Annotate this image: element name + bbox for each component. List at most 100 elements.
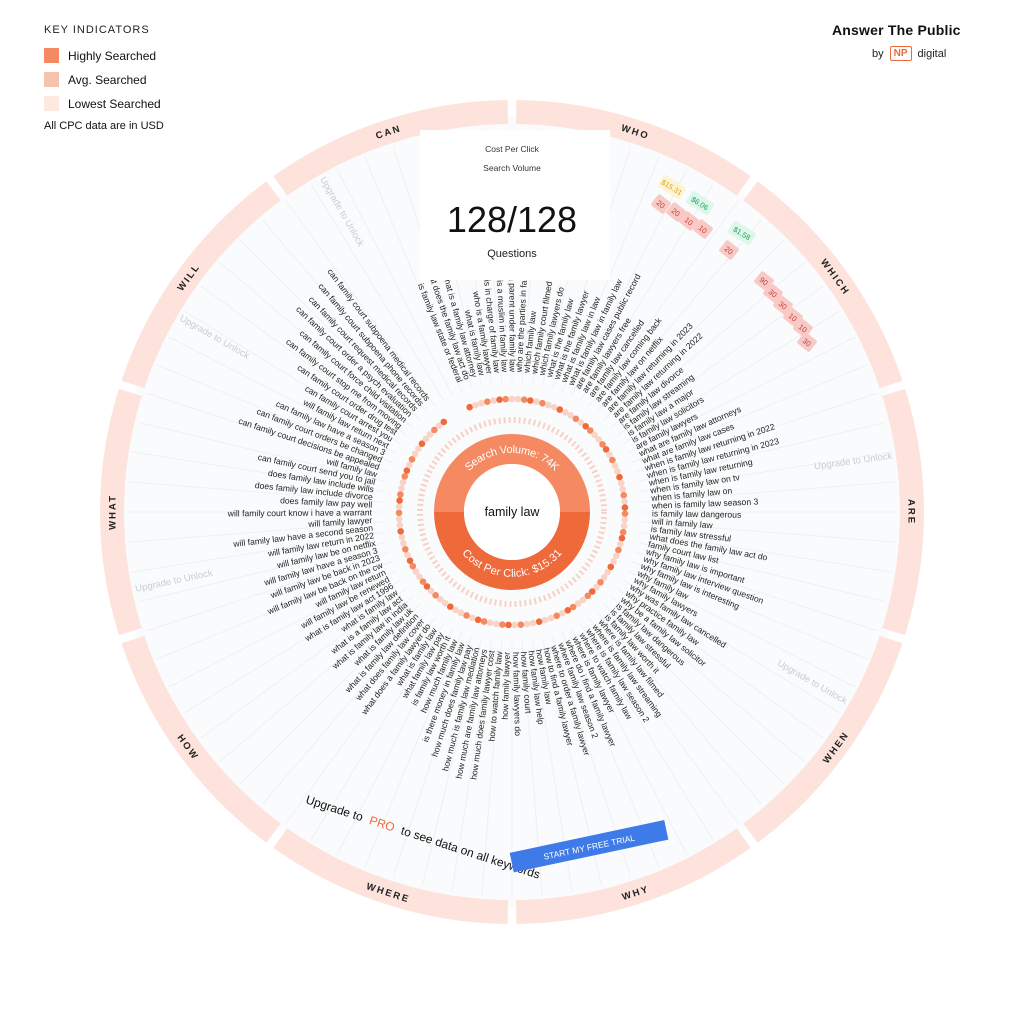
category-label-are[interactable]: ARE [906,499,917,525]
volume-dot [584,592,592,600]
volume-dot [408,456,416,463]
volume-dot [602,446,610,453]
volume-dot [416,573,423,580]
spoke [145,551,389,632]
ring-segment-will[interactable] [121,181,281,389]
volume-badge-bg [763,283,783,303]
volume-dot [492,620,500,628]
volume-dot [457,609,465,617]
ring-segment-who[interactable] [516,100,751,196]
volume-dot [609,456,616,464]
volume-dot [402,545,409,553]
volume-dot [579,596,587,604]
volume-dot [527,397,534,404]
spoke [570,627,688,856]
question-item[interactable]: will family lawyer [307,515,373,529]
spoke [561,156,660,393]
cpc-arc [434,512,590,590]
volume-dot [436,596,444,603]
spoke [627,336,856,454]
spoke [200,588,408,739]
volume-dot [427,587,435,595]
volume-badge: 20 [651,194,671,214]
question-item[interactable]: will in family law [650,516,713,530]
cpc-currency-note: All CPC data are in USD [44,120,164,132]
volume-dot [559,609,566,617]
question-item[interactable]: how family lawyer [500,652,512,720]
question-item[interactable]: when is family law season 3 [651,496,759,510]
cpc-badge-bg [686,190,714,216]
spoke [168,336,397,454]
volume-dot [553,612,560,620]
question-item[interactable]: how family court [519,651,534,714]
volume-dot [541,616,549,624]
volume-dot [398,534,406,541]
spoke [635,392,879,473]
center-inner [464,464,560,560]
volume-dot [564,606,572,614]
volume-dot [621,510,629,518]
cpc-header-label: Cost Per Click [485,144,540,154]
ring-segment-can[interactable] [273,100,508,196]
volume-dot [617,479,625,487]
spoke [627,570,856,688]
volume-dot [620,491,628,499]
question-item[interactable]: who is a parent under family law [507,248,517,373]
volume-badge: 30 [763,283,783,303]
spoke [364,631,463,868]
volume-dot [396,521,404,529]
volume-dot [400,540,407,547]
spoke [481,641,503,896]
volume-dot [505,621,512,629]
volume-dot [508,395,516,403]
spoke [579,622,714,841]
volume-dots [395,395,629,629]
spoke [364,156,463,393]
free-trial-button-bg[interactable] [509,820,669,873]
spoke [218,261,414,428]
brand-by: by [872,47,884,60]
legend-item-high: Highly Searched [44,48,164,63]
brand-logo[interactable]: Answer The Public by NP digital [832,22,992,61]
volume-dot [484,398,491,406]
brand-digital: digital [917,47,947,60]
spoke [168,570,397,688]
volume-dot [615,546,622,554]
question-item[interactable]: is family law dangerous [652,508,741,519]
ring-segment-when[interactable] [743,635,903,843]
header-backdrop [420,130,610,280]
ring-segment-which[interactable] [743,181,903,389]
spoke [631,561,868,660]
volume-dot [398,484,405,492]
brand-byline: by NP digital [872,46,992,61]
category-label-what[interactable]: WHAT [108,494,119,530]
question-item[interactable]: how family lawyers do [511,652,523,736]
volume-dot [409,562,417,570]
volume-dot [431,426,438,434]
spoke [631,364,868,463]
cpc-badge: $1.58 [728,220,756,246]
volume-dot [611,462,619,469]
volume-badge-bg [666,202,686,222]
volume-dot [569,603,577,611]
question-item[interactable]: will family court know i have a warrant [227,507,373,518]
question-item[interactable]: does family law pay well [280,495,373,509]
volume-dot [499,621,506,628]
volume-dot [595,436,602,443]
volume-dot [621,516,629,524]
spoke [596,610,763,806]
ring-segment-where[interactable] [273,828,508,924]
ring-segment-how[interactable] [121,635,281,843]
volume-dot [446,603,454,610]
volume-badge-bg [773,295,793,315]
cpc-badge: $6.06 [686,190,714,216]
volume-header-label: Search Volume [483,163,541,173]
volume-dot [567,412,575,419]
volume-dot [422,435,430,443]
ring-segment-are[interactable] [882,388,924,636]
ring-segment-what[interactable] [99,388,142,636]
volume-dot [403,467,411,474]
ring-segment-why[interactable] [516,828,751,924]
volume-badge-bg [651,194,671,214]
inner-dashed-ring [417,417,607,607]
